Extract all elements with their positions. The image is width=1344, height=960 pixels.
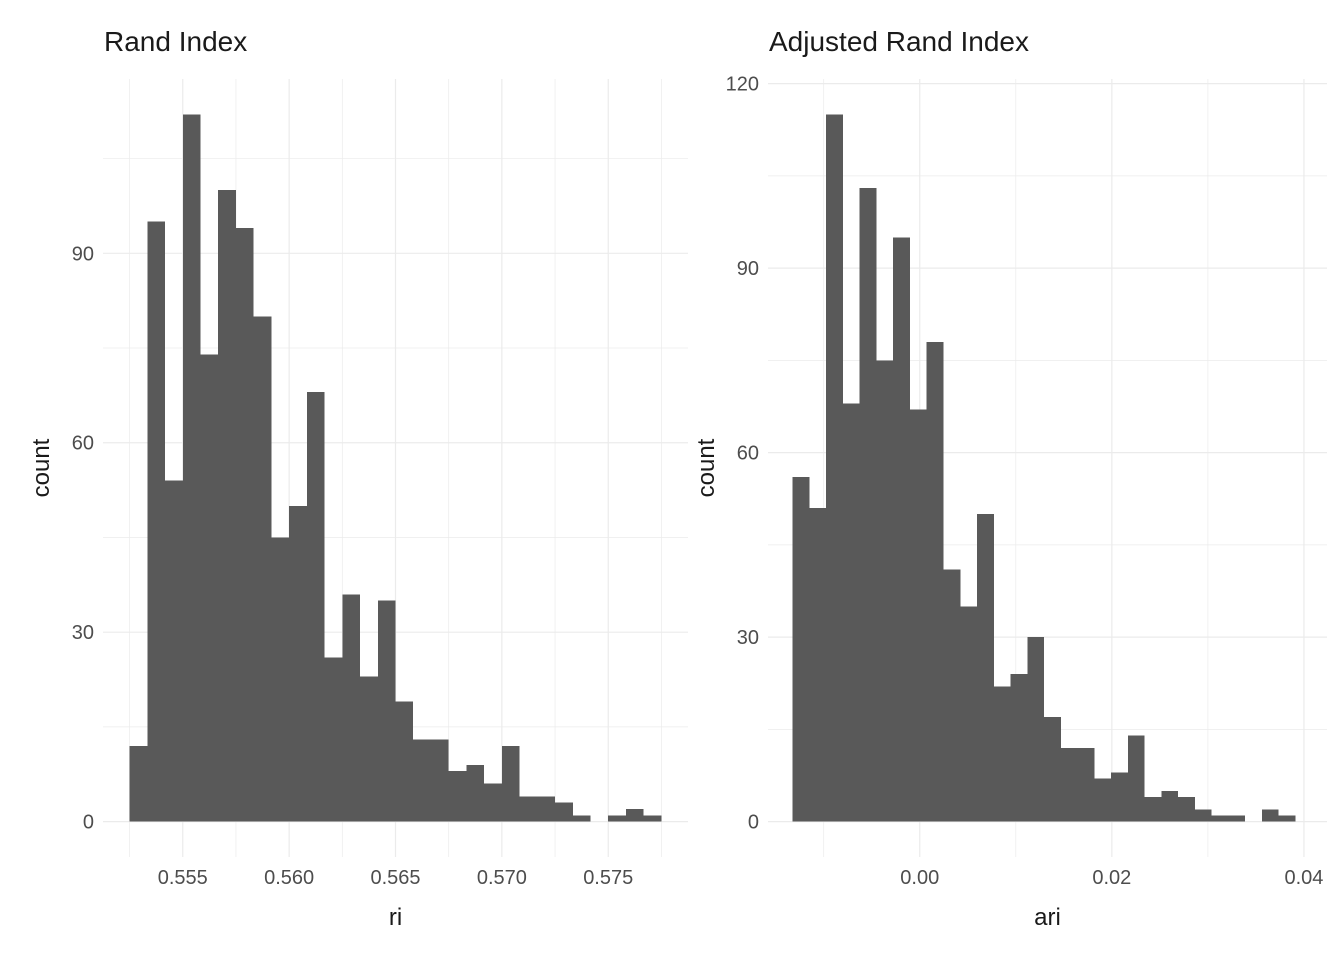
histogram-bar (876, 360, 894, 822)
histogram-bar (1111, 772, 1128, 822)
histogram-bar (271, 537, 290, 822)
x-tick-label: 0.04 (1284, 867, 1323, 889)
histogram-bar (1228, 815, 1246, 822)
histogram-bar (129, 745, 148, 822)
histogram-bar (360, 676, 378, 822)
histogram-bar (182, 114, 201, 822)
panel-title-adjusted-rand-index: Adjusted Rand Index (769, 26, 1029, 57)
histogram-bar (448, 771, 467, 822)
y-tick-label: 60 (737, 443, 759, 465)
histogram-bar (1261, 809, 1279, 822)
histogram-bar (413, 739, 431, 822)
histogram-bar (909, 409, 927, 822)
histogram-bar (1027, 637, 1045, 822)
histogram-bar (826, 114, 843, 822)
histogram-bar (306, 392, 325, 822)
histogram-bar (200, 354, 219, 822)
y-tick-label: 120 (726, 74, 759, 96)
histogram-bar (893, 237, 910, 822)
histogram-bar (926, 341, 944, 822)
histogram-bar (1161, 790, 1179, 822)
histogram-bar (943, 569, 961, 822)
histogram-bar (501, 745, 520, 822)
histogram-bar (235, 228, 254, 822)
histogram-bar (1278, 815, 1296, 822)
histogram-bar (809, 507, 827, 822)
y-tick-label: 0 (748, 812, 759, 834)
x-tick-label: 0.00 (900, 867, 939, 889)
histogram-bar (537, 796, 556, 822)
x-tick-label: 0.560 (264, 867, 314, 889)
y-tick-label: 30 (737, 627, 759, 649)
histogram-bar (842, 403, 860, 822)
histogram-bar (625, 809, 644, 822)
x-axis-title-right: ari (1034, 904, 1061, 931)
histogram-bar (792, 477, 810, 822)
histogram-bar (1178, 797, 1195, 822)
histogram-bar (324, 657, 343, 822)
panel-title-rand-index: Rand Index (104, 26, 248, 57)
histogram-bar (555, 802, 573, 822)
histogram-bar (1127, 735, 1145, 822)
histogram-bar (430, 739, 449, 822)
histogram-bar (165, 480, 183, 822)
histogram-bar (977, 514, 994, 822)
x-tick-label: 0.570 (477, 867, 527, 889)
histogram-bar (466, 764, 485, 822)
histogram-bar (1094, 778, 1112, 822)
histogram-bar (1144, 797, 1162, 822)
histogram-bar (1211, 815, 1229, 822)
histogram-bar (484, 783, 502, 822)
y-tick-label: 30 (72, 622, 94, 644)
x-axis-title-left: ri (388, 904, 403, 931)
histogram-bar (1194, 809, 1212, 822)
histogram-bar (289, 505, 307, 822)
histogram-bar (253, 316, 272, 822)
histogram-bar (147, 221, 166, 822)
histogram-bar (218, 190, 236, 822)
y-axis-title-left: count (28, 438, 55, 498)
histogram-bar (1077, 747, 1095, 822)
histogram-bar (519, 796, 538, 822)
histogram-bar (572, 815, 591, 822)
histogram-bar (960, 606, 978, 822)
x-tick-label: 0.02 (1092, 867, 1131, 889)
histogram-bar (993, 686, 1011, 822)
histogram-bar (1044, 717, 1061, 822)
histogram-bar (1060, 747, 1078, 822)
histogram-bar (643, 815, 662, 822)
y-axis-title-right: count (693, 438, 720, 498)
x-tick-label: 0.565 (370, 867, 420, 889)
y-tick-label: 90 (737, 258, 759, 280)
x-tick-label: 0.555 (158, 867, 208, 889)
y-tick-label: 90 (72, 243, 94, 265)
histogram-bar (395, 701, 414, 822)
histogram-bar (608, 815, 626, 822)
histogram-bar (859, 188, 877, 822)
y-tick-label: 0 (83, 812, 94, 834)
x-tick-label: 0.575 (583, 867, 633, 889)
y-tick-label: 60 (72, 433, 94, 455)
histogram-bar (377, 600, 396, 822)
histogram-bar (342, 594, 361, 822)
histogram-bar (1010, 674, 1028, 822)
